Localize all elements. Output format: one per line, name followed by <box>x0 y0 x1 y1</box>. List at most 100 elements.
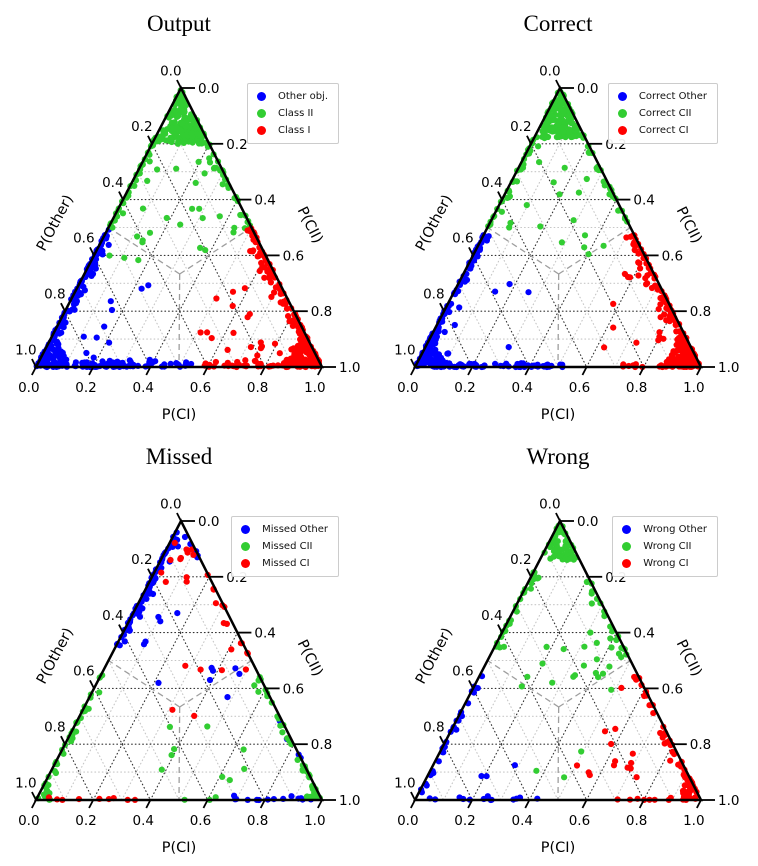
legend-dot-icon <box>257 126 266 135</box>
ternary-plot-svg: 0.00.00.00.20.20.20.40.40.40.60.60.60.80… <box>15 496 360 856</box>
left-axis-label: P(Other) <box>413 625 456 687</box>
svg-text:0.6: 0.6 <box>190 380 211 396</box>
svg-text:0.4: 0.4 <box>102 608 123 624</box>
legend-label: Wrong CI <box>643 558 689 569</box>
legend-label: Class I <box>278 125 311 136</box>
svg-text:0.0: 0.0 <box>397 813 418 829</box>
svg-text:0.4: 0.4 <box>254 193 275 209</box>
svg-text:0.6: 0.6 <box>452 664 473 680</box>
svg-text:0.4: 0.4 <box>633 193 654 209</box>
svg-text:0.0: 0.0 <box>18 380 39 396</box>
axis-ticks <box>31 512 336 809</box>
legend-item: Missed Other <box>241 523 328 536</box>
svg-text:0.0: 0.0 <box>539 63 560 79</box>
legend-label: Correct Other <box>638 91 707 102</box>
legend-label: Wrong Other <box>643 524 707 535</box>
legend-item: Missed CII <box>241 540 328 553</box>
bottom-axis-label: P(CI) <box>162 840 196 856</box>
svg-text:0.8: 0.8 <box>44 286 65 302</box>
legend-item: Correct CI <box>617 124 707 137</box>
legend: Other obj. Class II Class I <box>247 83 339 144</box>
right-axis-label: P(CII) <box>673 637 705 679</box>
svg-text:0.6: 0.6 <box>662 681 683 697</box>
svg-text:1.0: 1.0 <box>339 360 360 376</box>
bottom-axis-label: P(CI) <box>162 407 196 423</box>
svg-text:0.8: 0.8 <box>311 737 332 753</box>
svg-text:0.8: 0.8 <box>311 304 332 320</box>
legend-item: Correct CII <box>617 107 707 120</box>
grid-lines <box>49 548 309 801</box>
right-axis-label: P(CII) <box>673 204 705 246</box>
svg-text:0.0: 0.0 <box>577 514 598 530</box>
svg-text:0.2: 0.2 <box>226 137 247 153</box>
plot-title: Output <box>147 11 211 36</box>
svg-text:0.6: 0.6 <box>283 681 304 697</box>
tick-labels: 0.00.00.00.20.20.20.40.40.40.60.60.60.80… <box>394 63 739 396</box>
svg-text:0.8: 0.8 <box>690 737 711 753</box>
bottom-axis-label: P(CI) <box>541 407 575 423</box>
svg-text:1.0: 1.0 <box>15 775 36 791</box>
svg-text:0.8: 0.8 <box>690 304 711 320</box>
legend-item: Other obj. <box>257 90 328 103</box>
legend-dot-icon <box>617 92 627 101</box>
svg-text:0.4: 0.4 <box>481 175 502 191</box>
svg-text:0.8: 0.8 <box>423 719 444 735</box>
scatter-series-2 <box>197 225 322 371</box>
svg-text:0.2: 0.2 <box>454 380 475 396</box>
svg-text:0.0: 0.0 <box>160 63 181 79</box>
legend-dot-icon <box>617 126 627 135</box>
legend-label: Missed CI <box>262 558 310 569</box>
svg-text:1.0: 1.0 <box>683 380 704 396</box>
plot-title: Correct <box>523 11 593 36</box>
tick-labels: 0.00.00.00.20.20.20.40.40.40.60.60.60.80… <box>394 496 739 829</box>
svg-text:0.2: 0.2 <box>454 813 475 829</box>
legend: Wrong Other Wrong CII Wrong CI <box>612 516 718 577</box>
svg-text:0.4: 0.4 <box>133 813 154 829</box>
svg-text:0.0: 0.0 <box>397 380 418 396</box>
svg-text:0.8: 0.8 <box>626 380 647 396</box>
svg-text:1.0: 1.0 <box>718 793 739 809</box>
svg-text:0.6: 0.6 <box>452 231 473 247</box>
left-axis-label: P(Other) <box>34 192 77 254</box>
left-axis-label: P(Other) <box>413 192 456 254</box>
svg-text:1.0: 1.0 <box>683 813 704 829</box>
svg-text:1.0: 1.0 <box>304 813 325 829</box>
right-axis-label: P(CII) <box>294 637 326 679</box>
plot-title: Missed <box>145 444 213 469</box>
svg-text:1.0: 1.0 <box>394 342 415 358</box>
legend-item: Correct Other <box>617 90 707 103</box>
svg-text:0.0: 0.0 <box>18 813 39 829</box>
triangle-border <box>412 518 704 802</box>
svg-text:1.0: 1.0 <box>394 775 415 791</box>
tick-labels: 0.00.00.00.20.20.20.40.40.40.60.60.60.80… <box>15 63 360 396</box>
svg-text:1.0: 1.0 <box>339 793 360 809</box>
svg-text:0.4: 0.4 <box>102 175 123 191</box>
triangle-border <box>33 518 325 802</box>
scatter-series-1 <box>106 87 254 264</box>
partition-lines <box>108 659 252 801</box>
legend-dot-icon <box>257 92 266 101</box>
scatter-series-2 <box>45 539 251 803</box>
svg-text:0.4: 0.4 <box>512 380 533 396</box>
axis-ticks <box>410 512 715 809</box>
svg-text:0.6: 0.6 <box>662 248 683 264</box>
svg-text:0.2: 0.2 <box>131 552 152 568</box>
svg-text:0.8: 0.8 <box>626 813 647 829</box>
ternary-plot-svg: 0.00.00.00.20.20.20.40.40.40.60.60.60.80… <box>15 63 360 423</box>
legend-label: Class II <box>278 108 314 119</box>
svg-text:0.4: 0.4 <box>133 380 154 396</box>
triangle-border <box>33 85 325 369</box>
legend-item: Class I <box>257 124 328 137</box>
plot-wrong: Wrong 0.0 0.0 0.0 0.2 0.2 0.2 0.4 0.4 0.4 0.6 0.6 0… <box>379 433 758 866</box>
grid-lines <box>428 548 688 801</box>
scatter-series-0 <box>418 673 541 804</box>
plot-missed: Missed 0.0 0.0 0.0 0.2 0.2 0.2 0.4 0.4 0.4 0.6 0.6… <box>0 433 379 866</box>
svg-text:0.8: 0.8 <box>423 286 444 302</box>
svg-text:0.6: 0.6 <box>569 813 590 829</box>
legend: Missed Other Missed CII Missed CI <box>231 516 339 577</box>
svg-text:0.6: 0.6 <box>73 664 94 680</box>
legend-label: Other obj. <box>278 91 328 102</box>
legend-item: Wrong CI <box>622 557 707 570</box>
